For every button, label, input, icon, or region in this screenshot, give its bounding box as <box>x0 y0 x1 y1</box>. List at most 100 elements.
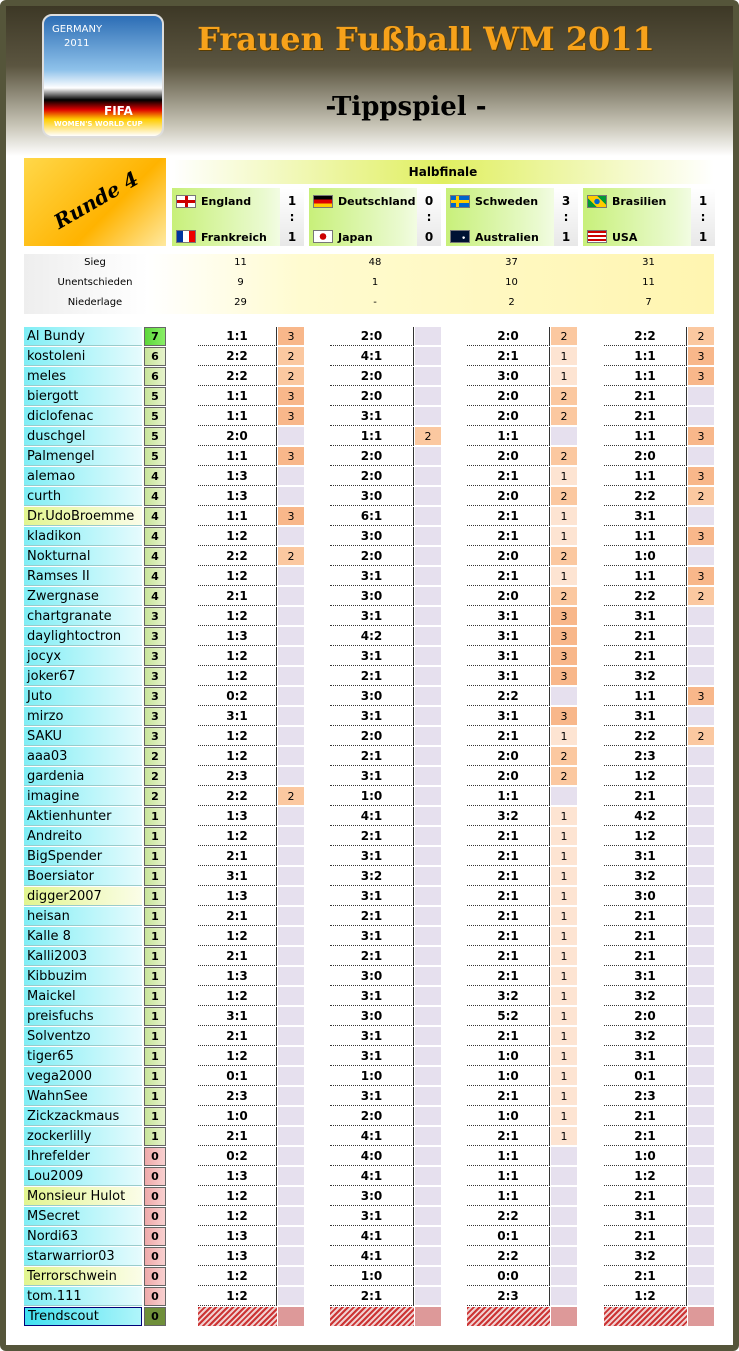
tip-points <box>278 1167 304 1186</box>
tip-points <box>415 327 441 346</box>
tip-points: 2 <box>415 427 441 446</box>
tip-points <box>278 587 304 606</box>
empty-tip-points <box>415 1307 441 1326</box>
tip: 2:1 <box>467 827 550 846</box>
tip-points: 3 <box>688 367 714 386</box>
tip: 1:3 <box>198 1247 277 1266</box>
tip: 3:1 <box>330 1207 414 1226</box>
tip: 2:1 <box>198 947 277 966</box>
tip-points: 3 <box>551 707 577 726</box>
tip: 2:1 <box>604 1107 687 1126</box>
tip: 1:1 <box>198 407 277 426</box>
tip: 1:0 <box>604 547 687 566</box>
score-cell <box>691 188 715 246</box>
tip-points: 1 <box>551 467 577 486</box>
player-name: kostoleni <box>24 347 142 366</box>
tip-points <box>688 1127 714 1146</box>
player-points: 1 <box>144 1047 166 1066</box>
tip: 3:1 <box>604 607 687 626</box>
tip: 2:0 <box>467 487 550 506</box>
tip-points <box>688 1207 714 1226</box>
tip-points <box>415 1007 441 1026</box>
empty-tip-points <box>688 1307 714 1326</box>
tip: 1:0 <box>330 1267 414 1286</box>
subtitle: -Tippspiel - <box>325 92 487 122</box>
tip-points <box>688 1047 714 1066</box>
player-points: 5 <box>144 447 166 466</box>
tip: 2:2 <box>604 487 687 506</box>
tip-points <box>688 1247 714 1266</box>
tip-points: 1 <box>551 887 577 906</box>
player-points: 0 <box>144 1227 166 1246</box>
player-points: 4 <box>144 527 166 546</box>
tip-points <box>551 1227 577 1246</box>
tip: 3:2 <box>604 1247 687 1266</box>
player-name: imagine <box>24 787 142 806</box>
tip-points <box>278 1207 304 1226</box>
tip: 3:1 <box>330 767 414 786</box>
tip: 1:1 <box>330 427 414 446</box>
tip-points <box>415 1107 441 1126</box>
player-points: 5 <box>144 387 166 406</box>
player-points: 1 <box>144 1027 166 1046</box>
tip: 3:0 <box>330 487 414 506</box>
tip-points <box>415 887 441 906</box>
tip: 2:2 <box>604 727 687 746</box>
tip: 1:3 <box>198 967 277 986</box>
tip: 1:2 <box>198 1047 277 1066</box>
tip: 2:1 <box>604 947 687 966</box>
tip-points: 1 <box>551 367 577 386</box>
tip-points: 1 <box>551 1047 577 1066</box>
player-points: 4 <box>144 467 166 486</box>
logo-year: 2011 <box>64 38 90 49</box>
tip: 2:3 <box>467 1287 550 1306</box>
tip: 1:2 <box>198 567 277 586</box>
tip-points: 2 <box>688 727 714 746</box>
score: 1 <box>698 194 708 208</box>
tip-points <box>415 1087 441 1106</box>
tip: 2:1 <box>467 727 550 746</box>
tip-points <box>415 1187 441 1206</box>
tip: 0:1 <box>467 1227 550 1246</box>
player-points: 4 <box>144 507 166 526</box>
round-box <box>24 158 166 246</box>
tip-points: 1 <box>551 947 577 966</box>
tip-points: 1 <box>551 987 577 1006</box>
tip-points: 3 <box>551 607 577 626</box>
tip: 1:3 <box>198 887 277 906</box>
player-points: 1 <box>144 867 166 886</box>
tip-points <box>688 1087 714 1106</box>
tip-points <box>415 1067 441 1086</box>
player-points: 3 <box>144 627 166 646</box>
player-name: Kalli2003 <box>24 947 142 966</box>
tip-points <box>278 947 304 966</box>
tip: 3:1 <box>604 507 687 526</box>
tip: 2:2 <box>467 1247 550 1266</box>
tip-points <box>415 407 441 426</box>
stage-bar <box>172 160 714 184</box>
tip: 1:0 <box>330 1067 414 1086</box>
tip: 1:2 <box>198 607 277 626</box>
player-points: 1 <box>144 827 166 846</box>
tip-points: 3 <box>688 687 714 706</box>
tip: 3:1 <box>330 887 414 906</box>
tip-points <box>551 687 577 706</box>
stat-value: 11 <box>642 276 655 288</box>
tip: 1:2 <box>198 1267 277 1286</box>
tip: 2:1 <box>604 907 687 926</box>
empty-tip <box>198 1307 277 1326</box>
tip: 4:1 <box>330 1247 414 1266</box>
tip: 2:1 <box>330 947 414 966</box>
tip: 2:1 <box>604 387 687 406</box>
tip: 2:1 <box>330 747 414 766</box>
tip: 3:1 <box>604 1207 687 1226</box>
tip: 3:1 <box>467 667 550 686</box>
tip-points <box>278 967 304 986</box>
player-points: 1 <box>144 947 166 966</box>
tip-points: 3 <box>551 627 577 646</box>
stat-value: - <box>373 296 377 308</box>
tip: 1:2 <box>604 1167 687 1186</box>
tip-points <box>688 1067 714 1086</box>
tip: 2:3 <box>604 1087 687 1106</box>
tip-points <box>278 647 304 666</box>
